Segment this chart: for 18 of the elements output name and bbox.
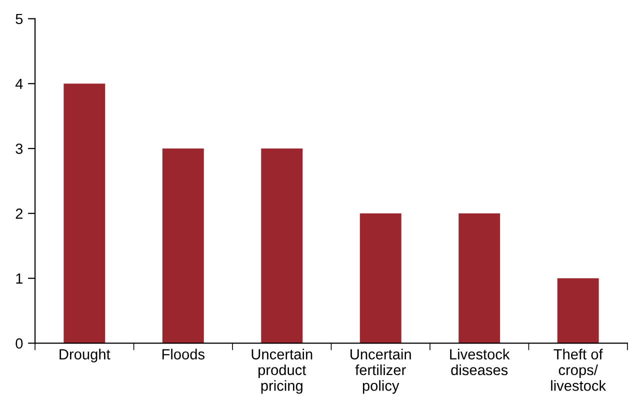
bar — [557, 278, 599, 344]
x-tick-label: Uncertain fertilizer policy — [350, 348, 411, 394]
y-tick-label: 3 — [16, 144, 23, 154]
bar — [360, 213, 402, 344]
y-tick-label: 4 — [15, 78, 23, 89]
x-tick-label: Floods — [162, 348, 204, 360]
bar — [261, 148, 303, 344]
bar — [458, 213, 500, 344]
x-tick-label: Drought — [60, 348, 110, 362]
y-tick-label: 2 — [16, 208, 22, 219]
bar — [162, 148, 204, 344]
x-tick-label: Theft of crops/ livestock — [551, 348, 606, 391]
x-tick-label: Uncertain product pricing — [252, 348, 312, 394]
x-tick-label: Livestock diseases — [450, 348, 510, 376]
y-tick-label: 1 — [16, 274, 23, 284]
y-tick-label: 0 — [16, 338, 23, 349]
bar — [64, 84, 106, 344]
y-tick-label: 5 — [16, 14, 23, 24]
